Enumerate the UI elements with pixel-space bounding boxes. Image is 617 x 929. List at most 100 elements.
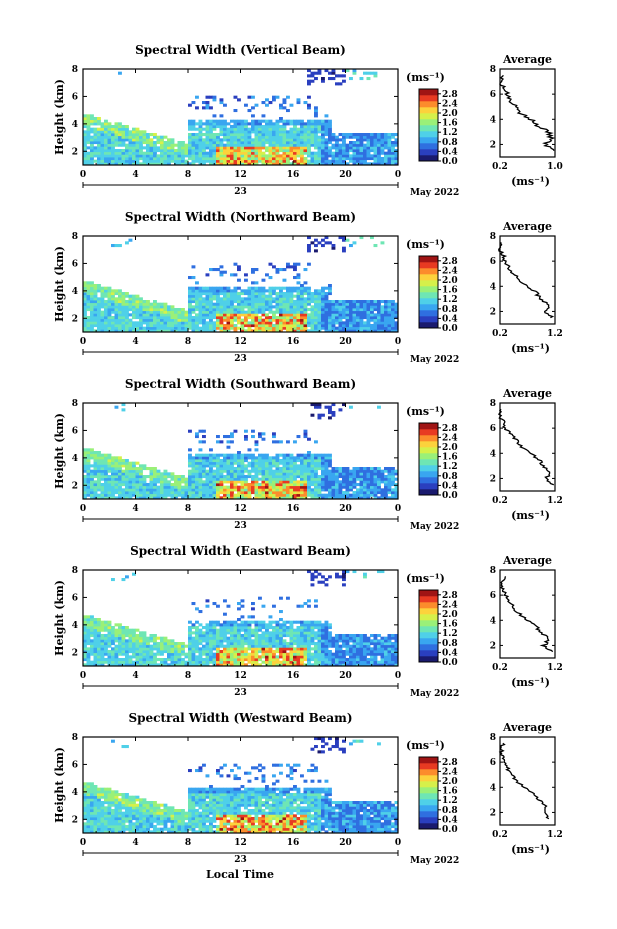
heatmap-cell [307,151,311,155]
heatmap-cell [205,480,210,484]
heatmap-cell [163,308,168,312]
heatmap-cell [90,480,94,484]
heatmap-cell [373,483,378,487]
heatmap-cell [384,143,388,147]
heatmap-cell [191,623,196,627]
heatmap-cell [198,329,203,333]
heatmap-cell [100,302,105,306]
heatmap-cell [240,493,245,497]
heatmap-cell [230,318,234,322]
heatmap-cell [191,321,196,325]
heatmap-cell [363,477,367,481]
heatmap-cell [251,149,255,153]
heatmap-cell [100,318,105,322]
heatmap-cell [373,159,378,163]
heatmap-cell [209,467,213,471]
heatmap-cell [83,300,87,304]
heatmap-cell [107,305,112,309]
heatmap-cell [226,628,231,632]
heatmap-cell [349,157,353,161]
heatmap-cell [286,143,290,147]
heatmap-cell [261,154,266,158]
heatmap-cell [104,628,108,632]
heatmap-cell [324,119,329,123]
heatmap-cell [279,138,283,142]
heatmap-cell [359,305,364,309]
heatmap-cell [335,329,339,333]
heatmap-cell [261,141,266,145]
heatmap-cell [195,634,199,638]
heatmap-cell [244,292,248,296]
heatmap-cell [331,302,336,306]
heatmap-cell [118,660,122,664]
heatmap-cell [104,647,108,651]
heatmap-cell [163,480,168,484]
heatmap-cell [111,456,115,460]
heatmap-cell [128,472,133,476]
heatmap-cell [160,493,164,497]
heatmap-cell [373,302,378,306]
heatmap-cell [314,459,318,463]
heatmap-cell [93,636,98,640]
heatmap-cell [237,297,241,301]
heatmap-cell [310,467,315,471]
heatmap-cell [219,639,224,643]
heatmap-cell [160,658,164,662]
heatmap-cell [303,135,308,139]
heatmap-cell [310,138,315,142]
heatmap-cell [233,294,238,298]
heatmap-cell [90,483,94,487]
heatmap-cell [244,154,248,158]
heatmap-cell [93,151,98,155]
heatmap-cell [212,456,217,460]
heatmap-cell [240,157,245,161]
heatmap-cell [86,326,91,330]
heatmap-cell [219,469,224,473]
heatmap-cell [177,321,182,325]
heatmap-cell [286,483,290,487]
heatmap-cell [345,149,350,153]
heatmap-cell [202,154,206,158]
heatmap-cell [387,321,392,325]
heatmap-cell [293,467,297,471]
heatmap-cell [321,297,325,301]
heatmap-cell [198,663,203,667]
heatmap-cell [191,286,196,290]
heatmap-cell [97,493,101,497]
heatmap-cell [191,469,196,473]
heatmap-cell [293,305,297,309]
heatmap-cell [342,138,346,142]
heatmap-cell [289,127,294,131]
heatmap-cell [83,149,87,153]
heatmap-cell [198,448,203,452]
heatmap-cell [307,461,311,465]
heatmap-cell [289,149,294,153]
heatmap-cell [202,475,206,479]
heatmap-cell [226,316,231,320]
heatmap-cell [314,318,318,322]
heatmap-cell [121,125,126,129]
heatmap-cell [149,316,154,320]
heatmap-cell [359,310,364,314]
heatmap-cell [272,493,276,497]
heatmap-cell [356,472,360,476]
heatmap-cell [380,480,385,484]
heatmap-cell [100,464,105,468]
heatmap-cell [97,451,101,455]
heatmap-cell [268,125,273,129]
heatmap-cell [107,125,112,129]
heatmap-cell [387,143,392,147]
heatmap-cell [237,313,241,317]
heatmap-cell [219,636,224,640]
heatmap-cell [205,305,210,309]
heatmap-cell [321,119,325,123]
heatmap-cell [86,618,91,622]
heatmap-cell [233,456,238,460]
heatmap-cell [254,286,259,290]
heatmap-cell [317,464,322,468]
heatmap-cell [314,493,318,497]
heatmap-cell [170,491,175,495]
heatmap-cell [279,318,283,322]
heatmap-cell [209,655,213,659]
heatmap-cell [265,493,269,497]
